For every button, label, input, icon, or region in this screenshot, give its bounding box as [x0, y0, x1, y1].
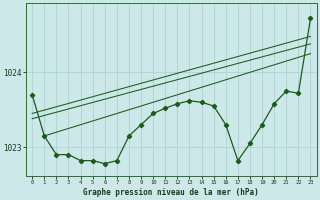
X-axis label: Graphe pression niveau de la mer (hPa): Graphe pression niveau de la mer (hPa): [84, 188, 259, 197]
